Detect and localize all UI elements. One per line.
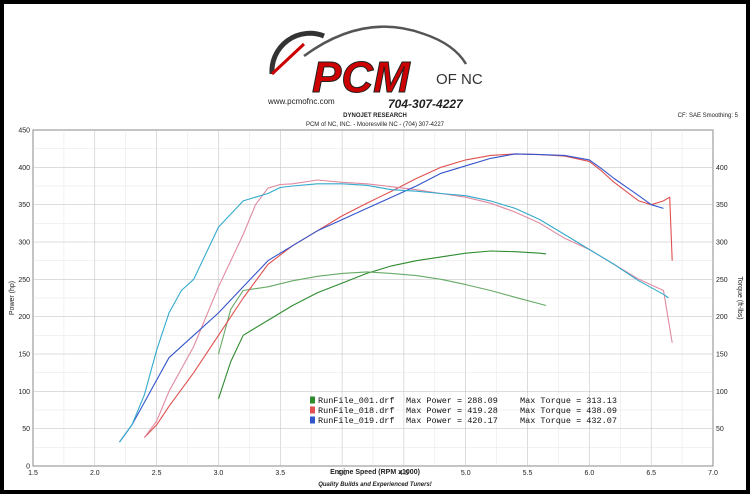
y-tick-label: 400	[18, 165, 30, 172]
y-tick-label: 450	[18, 128, 30, 135]
legend-max-power: Max Power = 288.09	[406, 396, 498, 406]
pcm-logo: PCM OF NC www.pcmofnc.com 704-307-4227	[267, 25, 483, 111]
x-tick-label: 3.5	[275, 470, 285, 477]
series-layer	[119, 153, 673, 443]
legend-max-power: Max Power = 420.17	[406, 416, 498, 426]
logo-suffix: OF NC	[436, 71, 483, 88]
x-tick-label: 1.5	[28, 470, 38, 477]
y2-tick-label: 150	[716, 352, 728, 359]
series-line-p001	[217, 250, 547, 399]
logo-phone: 704-307-4227	[388, 97, 464, 111]
legend-max-torque: Max Torque = 432.07	[520, 416, 617, 426]
y-tick-label: 300	[18, 240, 30, 247]
dyno-brand: DYNOJET RESEARCH	[343, 113, 407, 119]
x-tick-label: 2.5	[152, 470, 162, 477]
x-tick-label: 6.0	[584, 470, 594, 477]
cf-line: CF: SAE Smoothing: 5	[678, 113, 739, 119]
x-axis-label: Engine Speed (RPM x1000)	[330, 469, 420, 476]
y2-tick-label: 350	[716, 202, 728, 209]
y-tick-label: 350	[18, 202, 30, 209]
x-tick-label: 7.0	[708, 470, 718, 477]
x-tick-label: 5.0	[461, 470, 471, 477]
plot-grid	[32, 129, 714, 467]
legend-swatch	[310, 396, 315, 404]
legend-file: RunFile_019.drf	[318, 416, 395, 426]
logo-url: www.pcmofnc.com	[267, 97, 335, 106]
y2-tick-label: 400	[716, 165, 728, 172]
legend-swatch	[310, 416, 315, 424]
x-tick-label: 2.0	[90, 470, 100, 477]
y2-tick-label: 250	[716, 277, 728, 284]
x-tick-label: 6.5	[646, 470, 656, 477]
y2-tick-label: 100	[716, 389, 728, 396]
series-line-t019	[119, 183, 669, 443]
footer-slogan: Quality Builds and Experienced Tuners!	[318, 482, 432, 488]
y2-axis-label: Torque (ft-lbs)	[736, 276, 743, 319]
series-line-t001	[217, 271, 547, 355]
y2-tick-label: 300	[716, 240, 728, 247]
x-tick-label: 3.0	[214, 470, 224, 477]
dyno-chart: PCM OF NC www.pcmofnc.com 704-307-4227 D…	[9, 25, 743, 488]
series-line-p018	[143, 153, 673, 438]
y-tick-label: 150	[18, 352, 30, 359]
x-tick-label: 4.5	[399, 470, 409, 477]
legend-swatch	[310, 406, 315, 414]
legend-file: RunFile_018.drf	[318, 406, 395, 416]
legend-file: RunFile_001.drf	[318, 396, 395, 406]
y-tick-label: 100	[18, 389, 30, 396]
series-line-p019	[119, 153, 664, 443]
legend-max-torque: Max Torque = 313.13	[520, 396, 617, 406]
dyno-sheet: PCM OF NC www.pcmofnc.com 704-307-4227 D…	[4, 4, 746, 490]
logo-word: PCM	[312, 53, 411, 102]
y-tick-label: 50	[22, 426, 30, 433]
y-axis-label: Power (hp)	[9, 281, 16, 315]
gauge-arc-icon	[269, 30, 325, 75]
axis-ticks: 1.5 2.0 2.5 3.0 3.5 4.0 4.5 5.0 5.5 6.0 6.5 7.0 0 50 1…	[18, 128, 727, 478]
y2-tick-label: 200	[716, 314, 728, 321]
y-tick-label: 250	[18, 277, 30, 284]
y2-tick-label: 50	[716, 426, 724, 433]
x-tick-label: 4.0	[337, 470, 347, 477]
legend-max-power: Max Power = 419.28	[406, 406, 498, 416]
gauge-needle-icon	[270, 42, 306, 76]
legend: RunFile_001.drf Max Power = 288.09 Max Tor…	[310, 396, 617, 426]
legend-max-torque: Max Torque = 438.09	[520, 406, 617, 416]
x-tick-label: 5.5	[523, 470, 533, 477]
company-line: PCM of NC, INC. - Mooresville NC - (704)…	[306, 122, 445, 128]
y-tick-label: 200	[18, 314, 30, 321]
car-silhouette-icon	[303, 25, 468, 65]
y-tick-label: 0	[26, 464, 30, 471]
